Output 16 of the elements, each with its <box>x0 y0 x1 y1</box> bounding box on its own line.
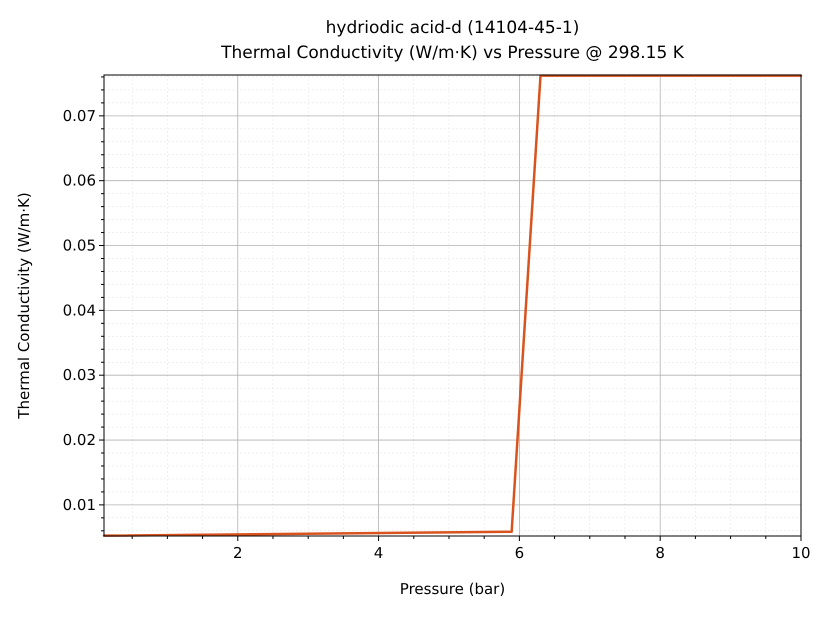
x-tick-label: 6 <box>514 544 524 562</box>
x-tick-label: 8 <box>655 544 665 562</box>
y-tick-label: 0.03 <box>62 366 96 384</box>
chart-subtitle: Thermal Conductivity (W/m·K) vs Pressure @ 298.15 K <box>220 43 685 63</box>
chart-title: hydriodic acid-d (14104-45-1) <box>326 18 580 38</box>
y-tick-label: 0.04 <box>62 301 96 320</box>
y-tick-label: 0.01 <box>62 496 96 514</box>
y-tick-label: 0.06 <box>62 172 96 190</box>
x-tick-label: 4 <box>374 544 384 562</box>
x-axis-title: Pressure (bar) <box>400 580 506 598</box>
y-axis-title: Thermal Conductivity (W/m·K) <box>15 192 33 420</box>
x-tick-label: 10 <box>791 544 811 562</box>
y-tick-label: 0.02 <box>62 431 96 450</box>
y-tick-label: 0.07 <box>62 106 96 125</box>
x-tick-label: 2 <box>232 544 243 562</box>
y-tick-label: 0.05 <box>62 236 96 255</box>
